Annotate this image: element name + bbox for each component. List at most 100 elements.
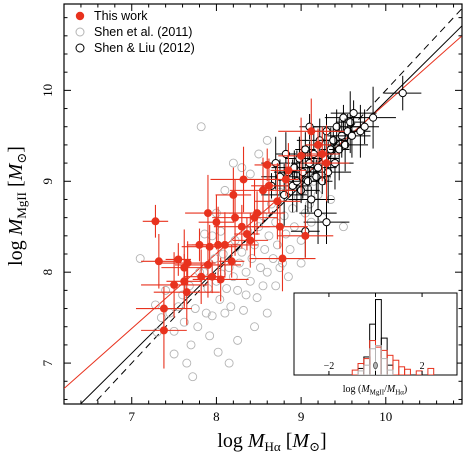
data-point-shen2011 [262,135,272,145]
data-point-this-work [216,275,225,284]
histogram-bar-2 [386,369,394,375]
x-tick-label: 7 [128,409,135,424]
data-point-this-work [151,217,160,226]
data-point-this-work [314,140,323,149]
data-point-shen2011 [254,149,264,159]
data-point-shenliu2012 [339,113,348,122]
data-point-this-work [229,190,238,199]
data-point-shen2011 [250,322,259,332]
y-axis-label: log MMgII [M⊙] [5,146,29,266]
histogram-bar-1 [427,367,435,375]
data-point-this-work [322,159,331,168]
data-point-shenliu2012 [347,131,357,140]
data-point-this-work [263,160,272,169]
data-point-shenliu2012 [341,140,350,150]
data-point-shenliu2012 [298,168,307,177]
data-point-shenliu2012 [332,122,341,131]
data-point-this-work [239,175,248,184]
data-point-shenliu2012 [335,145,344,154]
data-point-shen2011 [241,267,251,277]
data-point-shen2011 [228,272,238,282]
data-point-shen2011 [182,358,192,368]
data-point-shen2011 [285,245,295,254]
data-point-this-work [205,242,214,251]
legend: This work Shen et al. (2011) Shen & Liu … [75,9,195,55]
data-point-shenliu2012 [322,218,331,227]
inset-axis-ticks: −2 0 2 [324,293,425,375]
data-point-this-work [284,166,293,175]
data-point-this-work [297,151,306,160]
data-point-shen2011 [275,263,285,273]
data-point-this-work [307,127,316,136]
histogram-bar-0 [375,299,382,375]
data-point-this-work [170,280,179,289]
data-point-shen2011 [237,163,247,173]
data-point-this-work [237,222,246,231]
data-point-shen2011 [193,322,203,332]
data-point-shen2011 [156,313,166,323]
data-point-this-work [273,197,282,206]
data-point-this-work [159,304,168,313]
data-point-this-work [264,181,273,190]
inset-histogram-bars [351,299,435,375]
histogram-inset: −2 0 2 log (MMgII/MHα) [293,292,458,397]
data-point-shenliu2012 [307,195,316,204]
data-point-this-work [203,209,212,218]
legend-marker-shenliu2012 [75,43,85,53]
data-point-shen2011 [271,281,281,291]
data-point-shen2011 [281,229,291,239]
data-point-shen2011 [207,311,217,321]
data-point-this-work [212,218,221,227]
data-point-shen2011 [256,263,265,273]
data-point-shen2011 [226,302,236,312]
this-work-points [135,98,350,369]
data-point-this-work [220,240,229,249]
data-point-this-work [154,257,163,266]
data-point-shen2011 [233,335,243,345]
data-point-shen2011 [161,285,171,295]
data-point-this-work [278,254,287,263]
main-plot-area: 7 8 9 10 7 8 9 10 [40,3,463,424]
data-point-this-work [183,259,192,268]
inset-x-tick-label: −2 [324,361,335,372]
data-point-shen2011 [245,276,255,286]
y-tick-label: 8 [40,269,55,276]
data-point-shenliu2012 [368,113,378,122]
x-tick-label: 9 [298,409,305,424]
main-axis-ticks: 7 8 9 10 7 8 9 10 [40,4,462,424]
data-point-this-work [253,209,262,218]
data-point-shenliu2012 [280,190,289,200]
y-tick-label: 7 [40,359,55,366]
data-point-shen2011 [196,122,206,132]
data-point-this-work [246,236,255,245]
data-point-shen2011 [169,326,179,336]
data-point-shen2011 [258,281,268,291]
data-point-shen2011 [241,290,251,300]
data-point-shenliu2012 [303,177,312,186]
data-point-shen2011 [245,169,255,179]
data-point-shen2011 [260,245,270,254]
data-point-this-work [259,186,267,195]
inset-x-tick-label: 0 [373,361,378,372]
data-point-shen2011 [338,222,348,232]
data-point-shen2011 [188,372,198,382]
data-point-shenliu2012 [313,163,323,172]
x-tick-label: 10 [379,409,392,424]
data-point-shen2011 [218,249,228,259]
data-point-shen2011 [264,231,274,241]
x-tick-label: 8 [213,409,220,424]
data-point-shenliu2012 [360,122,369,131]
legend-label-this-work: This work [94,9,148,23]
x-axis-label: log MHα [M⊙] [217,430,326,454]
data-point-shen2011 [233,285,243,295]
data-point-shen2011 [224,358,234,368]
data-point-this-work [208,272,217,281]
histogram-bar-2 [380,358,388,375]
data-point-this-work [318,150,327,158]
data-point-shen2011 [272,240,282,250]
data-point-shen2011 [205,331,215,341]
data-point-this-work [242,230,251,238]
data-point-shen2011 [228,158,238,168]
data-point-shenliu2012 [301,145,310,154]
